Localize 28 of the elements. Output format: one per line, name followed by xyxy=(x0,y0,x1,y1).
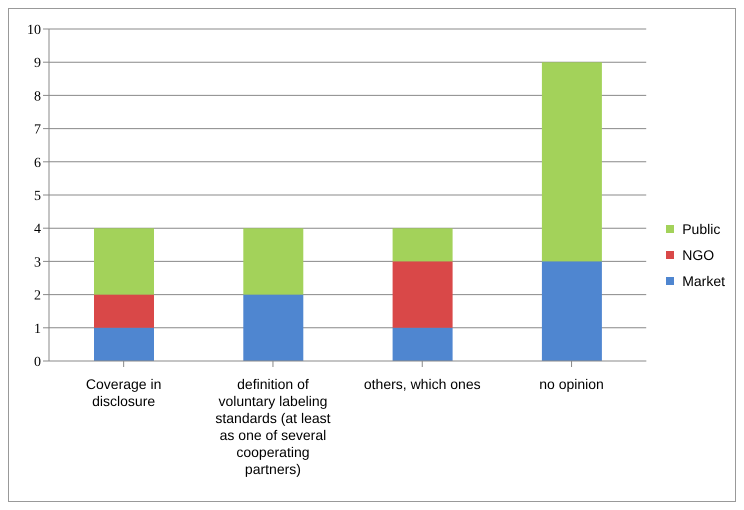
x-tick-label: definition of voluntary labeling standards (at least as one of several cooperating partners) xyxy=(215,376,331,477)
bar xyxy=(542,62,602,262)
bar xyxy=(392,228,453,262)
legend-label: NGO xyxy=(682,247,714,263)
y-tick-label: 4 xyxy=(34,222,41,238)
x-tick-label: others, which ones xyxy=(364,376,481,392)
bar xyxy=(94,294,154,328)
y-tick-label: 2 xyxy=(34,288,41,304)
x-tick-label: no opinion xyxy=(539,376,604,392)
y-tick-label: 3 xyxy=(34,255,41,270)
legend-label: Public xyxy=(682,221,720,237)
x-tick-label: Coverage in disclosure xyxy=(86,376,162,409)
legend-label: Market xyxy=(682,273,725,289)
bar xyxy=(94,328,154,361)
y-tick-label: 7 xyxy=(34,122,41,138)
bar xyxy=(392,261,453,328)
y-tick-label: 10 xyxy=(27,22,41,38)
y-tick-label: 9 xyxy=(34,56,41,72)
bar xyxy=(392,328,453,361)
bar xyxy=(94,228,154,295)
y-tick-label: 6 xyxy=(34,156,41,171)
bar xyxy=(542,261,602,361)
y-tick-label: 8 xyxy=(34,89,41,104)
bar xyxy=(243,228,304,295)
y-tick-label: 0 xyxy=(34,354,41,370)
bar xyxy=(243,294,304,361)
y-tick-label: 5 xyxy=(34,188,41,204)
y-tick-label: 1 xyxy=(34,322,41,337)
